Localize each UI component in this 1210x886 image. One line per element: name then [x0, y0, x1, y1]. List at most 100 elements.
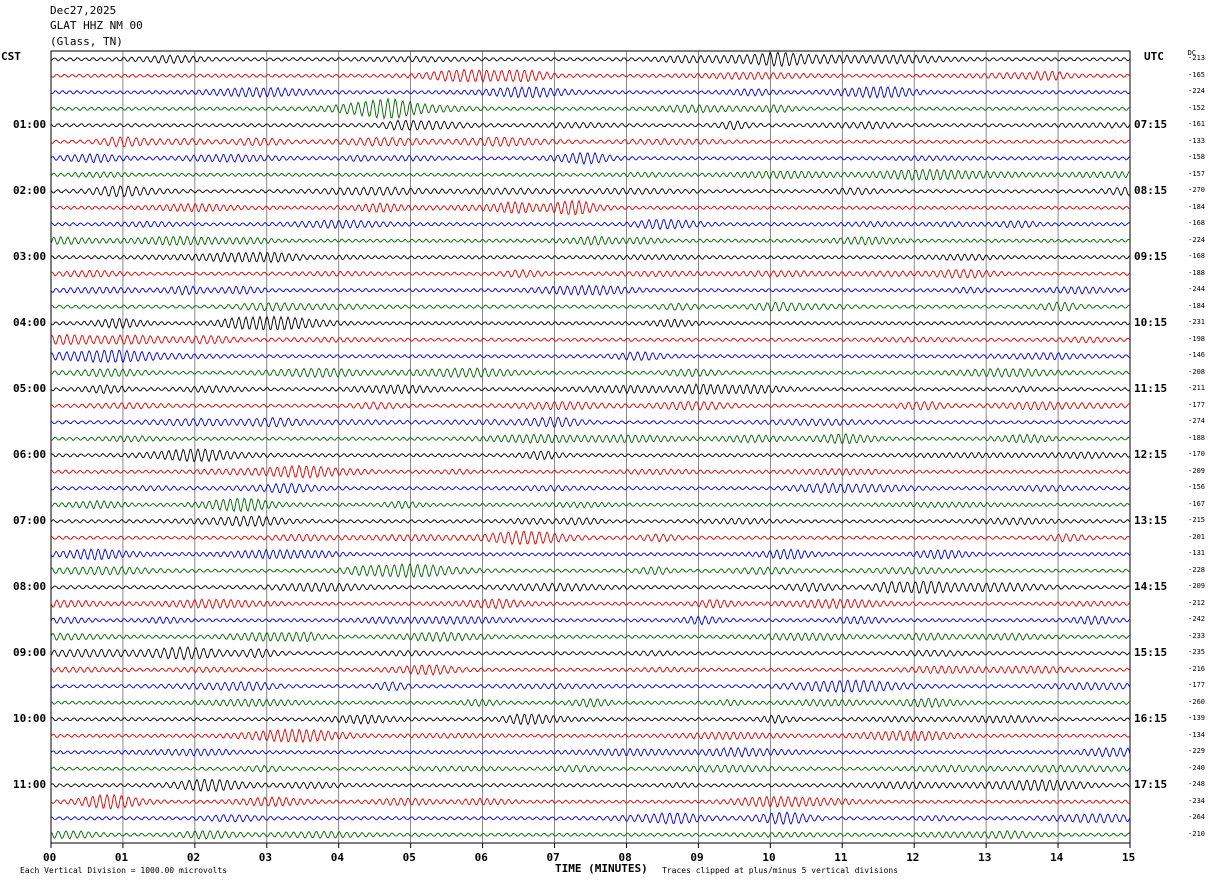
- right-timezone-label: UTC: [1144, 50, 1164, 63]
- right-hour-label: 07:15: [1134, 118, 1168, 132]
- seismic-trace: [50, 301, 1131, 312]
- dc-offset-label: -209: [1188, 466, 1205, 475]
- seismic-trace: [50, 97, 1131, 121]
- dc-offset-label: -264: [1188, 813, 1205, 822]
- vertical-division-note: Each Vertical Division = 1000.00 microvo…: [20, 866, 228, 875]
- plot-frame: [50, 50, 1131, 844]
- seismic-trace: [50, 497, 1131, 513]
- dc-offset-label: -215: [1188, 516, 1205, 525]
- dc-offset-label: -133: [1188, 136, 1205, 145]
- dc-offset-label: -157: [1188, 169, 1205, 178]
- dc-offset-label: -231: [1188, 318, 1205, 327]
- dc-offset-label: -201: [1188, 532, 1205, 541]
- right-hour-label: 11:15: [1134, 382, 1168, 396]
- seismic-trace: [50, 793, 1131, 810]
- left-hour-label: 05:00: [13, 382, 47, 396]
- dc-offset-label: -167: [1188, 499, 1205, 508]
- seismic-trace: [50, 349, 1131, 364]
- dc-offset-label: -274: [1188, 417, 1205, 426]
- seismic-trace: [50, 664, 1131, 676]
- dc-offset-label: -170: [1188, 450, 1205, 459]
- seismic-trace: [50, 764, 1131, 774]
- left-hour-label: 08:00: [13, 580, 47, 594]
- dc-offset-label: -234: [1188, 796, 1205, 805]
- seismic-trace: [50, 464, 1131, 479]
- dc-offset-label: -158: [1188, 153, 1205, 162]
- right-hour-label: 16:15: [1134, 712, 1168, 726]
- right-hour-label: 15:15: [1134, 646, 1168, 660]
- seismic-trace: [50, 728, 1131, 744]
- dc-offset-label: -210: [1188, 829, 1205, 838]
- left-hour-label: 06:00: [13, 448, 47, 462]
- seismic-trace: [50, 416, 1131, 428]
- left-hour-label: 04:00: [13, 316, 47, 330]
- dc-offset-label: -212: [1188, 598, 1205, 607]
- dc-offset-label: -139: [1188, 714, 1205, 723]
- dc-offset-label: -209: [1188, 582, 1205, 591]
- dc-offset-label: -248: [1188, 780, 1205, 789]
- x-tick-label: 12: [906, 851, 920, 864]
- left-hour-label: 10:00: [13, 712, 47, 726]
- location-label: (Glass, TN): [50, 35, 123, 48]
- seismic-trace: [50, 433, 1131, 445]
- seismic-trace: [50, 218, 1131, 231]
- dc-offset-label: -156: [1188, 483, 1205, 492]
- clip-note: Traces clipped at plus/minus 5 vertical …: [662, 866, 899, 875]
- seismic-trace: [50, 580, 1131, 595]
- dc-offset-label: -240: [1188, 763, 1205, 772]
- dc-offset-label: -152: [1188, 103, 1205, 112]
- dc-offset-label: -233: [1188, 631, 1205, 640]
- seismic-trace: [50, 68, 1131, 83]
- dc-offset-label: -177: [1188, 681, 1205, 690]
- seismic-trace: [50, 448, 1131, 463]
- x-tick-label: 04: [330, 851, 344, 864]
- dc-offset-label: -260: [1188, 697, 1205, 706]
- x-tick-label: 05: [402, 851, 416, 864]
- seismic-trace: [50, 168, 1131, 182]
- x-tick-label: 09: [690, 851, 704, 864]
- seismic-trace: [50, 284, 1131, 296]
- seismic-trace: [50, 199, 1131, 216]
- left-hour-label: 07:00: [13, 514, 47, 528]
- seismic-trace: [50, 315, 1131, 331]
- seismic-trace: [50, 529, 1131, 546]
- seismic-trace: [50, 235, 1131, 246]
- seismic-trace: [50, 268, 1131, 279]
- dc-offset-label: -168: [1188, 219, 1205, 228]
- x-tick-label: 08: [618, 851, 632, 864]
- dc-offset-label: -198: [1188, 334, 1205, 343]
- seismic-trace: [50, 514, 1131, 528]
- dc-offset-label: -224: [1188, 235, 1205, 244]
- seismic-trace: [50, 598, 1131, 610]
- dc-offset-label: -216: [1188, 664, 1205, 673]
- seismic-trace: [50, 51, 1131, 68]
- dc-offset-label: -242: [1188, 615, 1205, 624]
- seismic-trace: [50, 679, 1131, 693]
- dc-offset-label: -270: [1188, 186, 1205, 195]
- right-hour-label: 14:15: [1134, 580, 1168, 594]
- seismic-trace: [50, 548, 1131, 561]
- right-hour-label: 09:15: [1134, 250, 1168, 264]
- dc-offset-label: -146: [1188, 351, 1205, 360]
- dc-offset-label: -211: [1188, 384, 1205, 393]
- dc-offset-label: -235: [1188, 648, 1205, 657]
- dc-offset-label: -244: [1188, 285, 1205, 294]
- x-tick-label: 02: [186, 851, 201, 864]
- seismic-trace: [50, 400, 1131, 411]
- dc-offset-label: -177: [1188, 400, 1205, 409]
- dc-offset-label: -213: [1188, 54, 1205, 63]
- dc-offset-label: -161: [1188, 120, 1205, 129]
- dc-header: DC: [1187, 49, 1196, 57]
- dc-offset-label: -208: [1188, 367, 1205, 376]
- x-tick-label: 03: [258, 851, 273, 864]
- seismic-trace: [50, 85, 1131, 99]
- x-tick-label: 11: [834, 851, 848, 864]
- x-tick-label: 00: [43, 851, 57, 864]
- x-tick-label: 06: [474, 851, 488, 864]
- left-hour-label: 03:00: [13, 250, 47, 264]
- x-tick-label: 13: [978, 851, 992, 864]
- dc-offset-label: -228: [1188, 565, 1205, 574]
- seismic-trace: [50, 151, 1131, 166]
- right-hour-label: 17:15: [1134, 778, 1168, 792]
